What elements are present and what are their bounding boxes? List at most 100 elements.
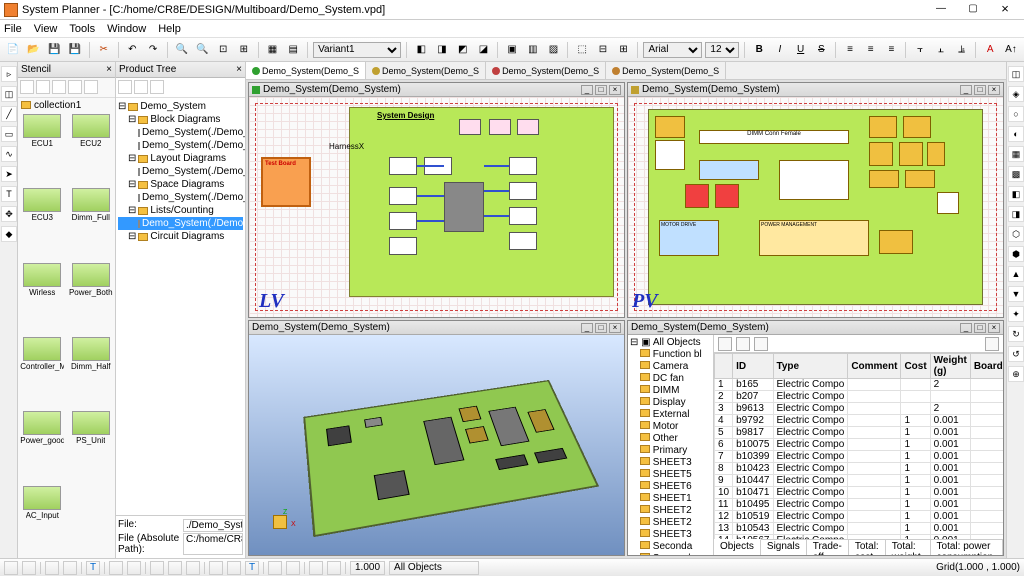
rtool-5[interactable]: ▦ xyxy=(1008,146,1024,162)
btree-item[interactable]: Function bl xyxy=(630,349,711,361)
maximize-button[interactable]: ▢ xyxy=(958,2,988,18)
table-row[interactable]: 7b10399Electric Compo10.001 xyxy=(715,451,1004,463)
browser-tab[interactable]: Trade-off xyxy=(807,540,849,555)
btree-item[interactable]: SHEET2 xyxy=(630,505,711,517)
zoomin-button[interactable]: 🔍 xyxy=(173,41,191,59)
status-btn-11[interactable] xyxy=(227,561,241,575)
arrow-tool[interactable]: ➤ xyxy=(1,166,17,182)
browser-tab[interactable]: Total: weight (g) xyxy=(886,540,931,555)
status-text2-tool[interactable]: T xyxy=(245,561,259,575)
table-row[interactable]: 1b165Electric Compo2 xyxy=(715,379,1004,391)
pv-close-button[interactable]: × xyxy=(988,85,1000,95)
grid-button[interactable]: ▤ xyxy=(284,41,302,59)
redo-button[interactable]: ↷ xyxy=(144,41,162,59)
status-btn-1[interactable] xyxy=(4,561,18,575)
tree-btn-1[interactable] xyxy=(118,80,132,94)
tree-group[interactable]: ⊟ Layout Diagrams xyxy=(118,152,243,165)
tree-root[interactable]: ⊟ Demo_System xyxy=(118,100,243,113)
status-btn-4[interactable] xyxy=(63,561,77,575)
lv-max-button[interactable]: □ xyxy=(595,85,607,95)
select-tool[interactable]: ◫ xyxy=(1,86,17,102)
table-row[interactable]: 3b9613Electric Compo2 xyxy=(715,403,1004,415)
browse-tool-3[interactable] xyxy=(754,337,768,351)
rtool-4[interactable]: ◐ xyxy=(1008,126,1024,142)
btree-item[interactable]: SHEET3 xyxy=(630,529,711,541)
saveall-button[interactable]: 💾 xyxy=(66,41,84,59)
rtool-9[interactable]: ⬡ xyxy=(1008,226,1024,242)
status-btn-10[interactable] xyxy=(209,561,223,575)
lv-canvas[interactable]: System Design Test Board HarnessX xyxy=(249,97,624,317)
tree-item[interactable]: Demo_System(./Demo_System) xyxy=(118,126,243,139)
zoomarea-button[interactable]: ⊞ xyxy=(235,41,253,59)
pointer-tool[interactable]: ▹ xyxy=(1,66,17,82)
close-button[interactable]: × xyxy=(990,2,1020,18)
stencil-btn-5[interactable] xyxy=(84,80,98,94)
fontinc-button[interactable]: A↑ xyxy=(1002,41,1020,59)
status-btn-2[interactable] xyxy=(22,561,36,575)
browser-tab[interactable]: Objects xyxy=(714,539,761,555)
status-btn-7[interactable] xyxy=(150,561,164,575)
tool-a[interactable]: ◧ xyxy=(412,41,430,59)
rtool-1[interactable]: ◫ xyxy=(1008,66,1024,82)
status-btn-5[interactable] xyxy=(109,561,123,575)
table-row[interactable]: 12b10519Electric Compo10.001 xyxy=(715,511,1004,523)
tool-c[interactable]: ◩ xyxy=(454,41,472,59)
view3d-canvas[interactable]: Z X xyxy=(249,335,624,555)
doc-tab[interactable]: Demo_System(Demo_S xyxy=(486,62,606,79)
rtool-8[interactable]: ◨ xyxy=(1008,206,1024,222)
status-btn-13[interactable] xyxy=(286,561,300,575)
browser-tree[interactable]: ⊟ ▣ All Objects Function bl Camera DC fa… xyxy=(628,335,714,555)
browse-tool-1[interactable] xyxy=(718,337,732,351)
node-tool[interactable]: ◆ xyxy=(1,226,17,242)
browser-tab[interactable]: Signals xyxy=(761,540,807,555)
btree-item[interactable]: Sensor / xyxy=(630,553,711,555)
stencil-item[interactable]: Wirless xyxy=(20,263,65,333)
layer-button[interactable]: ▦ xyxy=(264,41,282,59)
tree-group[interactable]: ⊟ Space Diagrams xyxy=(118,178,243,191)
btree-item[interactable]: Motor xyxy=(630,421,711,433)
v3d-max-button[interactable]: □ xyxy=(595,323,607,333)
rect-tool[interactable]: ▭ xyxy=(1,126,17,142)
align-left-button[interactable]: ≡ xyxy=(841,41,859,59)
browser-tab[interactable]: Total: power consumption (W) xyxy=(931,540,1003,555)
tree-group[interactable]: ⊟ Block Diagrams xyxy=(118,113,243,126)
table-row[interactable]: 9b10447Electric Compo10.001 xyxy=(715,475,1004,487)
stencil-btn-4[interactable] xyxy=(68,80,82,94)
tree-item[interactable]: Demo_System(./Demo_System) xyxy=(118,217,243,230)
browse-tool-2[interactable] xyxy=(736,337,750,351)
rtool-10[interactable]: ⬢ xyxy=(1008,246,1024,262)
stencil-item[interactable]: Dimm_Full xyxy=(69,188,114,258)
status-btn-8[interactable] xyxy=(168,561,182,575)
status-text-tool[interactable]: T xyxy=(86,561,100,575)
pv-max-button[interactable]: □ xyxy=(974,85,986,95)
btree-item[interactable]: External xyxy=(630,409,711,421)
btree-item[interactable]: SHEET3 xyxy=(630,457,711,469)
status-btn-15[interactable] xyxy=(327,561,341,575)
table-row[interactable]: 4b9792Electric Compo10.001 xyxy=(715,415,1004,427)
btree-item[interactable]: SHEET5 xyxy=(630,469,711,481)
stencil-btn-3[interactable] xyxy=(52,80,66,94)
rtool-11[interactable]: ▲ xyxy=(1008,266,1024,282)
align-center-button[interactable]: ≡ xyxy=(862,41,880,59)
stencil-item[interactable]: PS_Unit xyxy=(69,411,114,481)
curve-tool[interactable]: ∿ xyxy=(1,146,17,162)
menu-view[interactable]: View xyxy=(34,23,58,35)
btree-item[interactable]: SHEET2 xyxy=(630,517,711,529)
strike-button[interactable]: S xyxy=(812,41,830,59)
stencil-item[interactable]: Power_good xyxy=(20,411,65,481)
browser-tab[interactable]: Total: cost 3 xyxy=(849,540,886,555)
save-button[interactable]: 💾 xyxy=(45,41,63,59)
stencil-close-icon[interactable]: × xyxy=(106,64,112,75)
lv-min-button[interactable]: _ xyxy=(581,85,593,95)
stencil-item[interactable]: Power_Both xyxy=(69,263,114,333)
valign-top-button[interactable]: ⫟ xyxy=(911,41,929,59)
rtool-7[interactable]: ◧ xyxy=(1008,186,1024,202)
object-table[interactable]: IDTypeCommentCostWeight (g)Board(PV1b165… xyxy=(714,353,1003,539)
stencil-btn-1[interactable] xyxy=(20,80,34,94)
status-btn-3[interactable] xyxy=(45,561,59,575)
variant-select[interactable]: Variant1 xyxy=(313,42,401,58)
btree-item[interactable]: DIMM xyxy=(630,385,711,397)
tool-h[interactable]: ⬚ xyxy=(573,41,591,59)
bold-button[interactable]: B xyxy=(750,41,768,59)
tool-d[interactable]: ◪ xyxy=(475,41,493,59)
